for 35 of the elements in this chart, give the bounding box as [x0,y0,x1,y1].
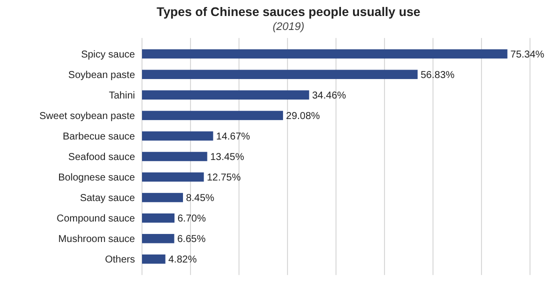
bar [142,192,183,202]
bar [142,152,208,162]
y-tick-label: Bolognese sauce [58,172,136,184]
y-tick-label: Tahini [108,90,135,102]
y-tick-label: Soybean paste [68,70,136,81]
y-tick-label: Others [104,254,135,266]
data-label: 12.75% [206,172,241,184]
data-label: 6.70% [177,214,206,225]
bar [142,234,174,244]
data-label: 34.46% [312,90,346,102]
y-tick-label: Spicy sauce [81,49,136,60]
bar [142,70,418,80]
y-tick-label: Seafood sauce [68,152,136,163]
y-tick-label: Sweet soybean paste [39,110,136,122]
bar [142,254,166,264]
bar [142,172,204,182]
data-label: 75.34% [510,49,544,60]
data-label: 13.45% [210,152,244,163]
chart-title: Types of Chinese sauces people usually use [156,5,420,19]
data-label: 56.83% [420,70,455,81]
bar [142,49,508,59]
y-tick-label: Satay sauce [80,193,136,204]
data-label: 8.45% [186,193,214,204]
chart-subtitle: (2019) [272,21,305,33]
y-tick-label: Compound sauce [56,214,136,225]
data-label: 14.67% [216,131,250,142]
y-tick-label: Mushroom sauce [58,234,136,246]
bar [142,90,310,100]
data-label: 29.08% [286,110,320,122]
data-label: 6.65% [177,234,206,246]
bar [142,131,214,141]
bar [142,110,284,120]
bar [142,213,174,223]
data-label: 4.82% [168,254,197,266]
y-tick-label: Barbecue sauce [62,131,136,142]
